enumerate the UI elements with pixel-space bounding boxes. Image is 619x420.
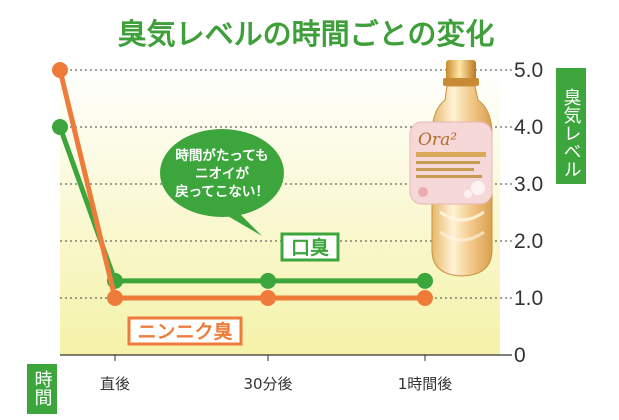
data-point (417, 290, 433, 306)
series-line (57, 126, 425, 284)
svg-text:Ora²: Ora² (418, 130, 457, 150)
callout-line: 時間がたっても (175, 147, 268, 164)
y-tick-label: 5.0 (514, 59, 543, 82)
y-tick-label: 3.0 (514, 173, 543, 196)
data-point (107, 290, 123, 306)
x-tick-label: 30分後 (243, 375, 292, 393)
x-axis-ticks: 直後 30分後 1時間後 (100, 355, 452, 393)
legend-box (127, 316, 243, 346)
x-axis-label-box: 時間 (27, 364, 57, 414)
y-tick-label: 1.0 (514, 287, 543, 310)
x-tick-label: 1時間後 (398, 375, 453, 393)
data-point (52, 62, 68, 78)
callout-bubble: 時間がたってもニオイが戻ってこない！ (160, 129, 284, 236)
legend-box (280, 232, 340, 262)
plot-background (60, 66, 500, 355)
y-axis-label-box: 臭気レベル (556, 68, 586, 184)
y-tick-label: 0 (514, 344, 526, 367)
legend-item: ニンニク臭 (127, 316, 243, 346)
y-tick-labels: 5.0 4.0 3.0 2.0 1.0 0 (514, 59, 543, 367)
data-point (260, 272, 276, 289)
callout-line: 戻ってこない！ (175, 183, 269, 200)
series-garlic-odor (52, 62, 433, 306)
series-line (57, 69, 425, 301)
legend-item: 口臭 (280, 232, 340, 262)
callout-text: 時間がたってもニオイが戻ってこない！ (175, 147, 269, 200)
x-tick-label: 直後 (100, 375, 130, 393)
data-point (52, 119, 68, 135)
chart-title: 臭気レベルの時間ごとの変化 (118, 17, 495, 51)
series-layer (52, 62, 433, 306)
mouthwash-bottle-icon: Ora² (409, 60, 493, 277)
y-tick-label: 2.0 (514, 230, 543, 253)
data-point (260, 290, 276, 306)
legend-label: ニンニク臭 (137, 320, 232, 343)
x-axis-label: 時間 (32, 370, 53, 407)
callout-line: ニオイが (195, 165, 249, 182)
y-axis-label: 臭気レベル (561, 88, 582, 178)
data-point (417, 272, 433, 289)
legend-label: 口臭 (291, 236, 329, 259)
y-tick-label: 4.0 (514, 116, 543, 139)
